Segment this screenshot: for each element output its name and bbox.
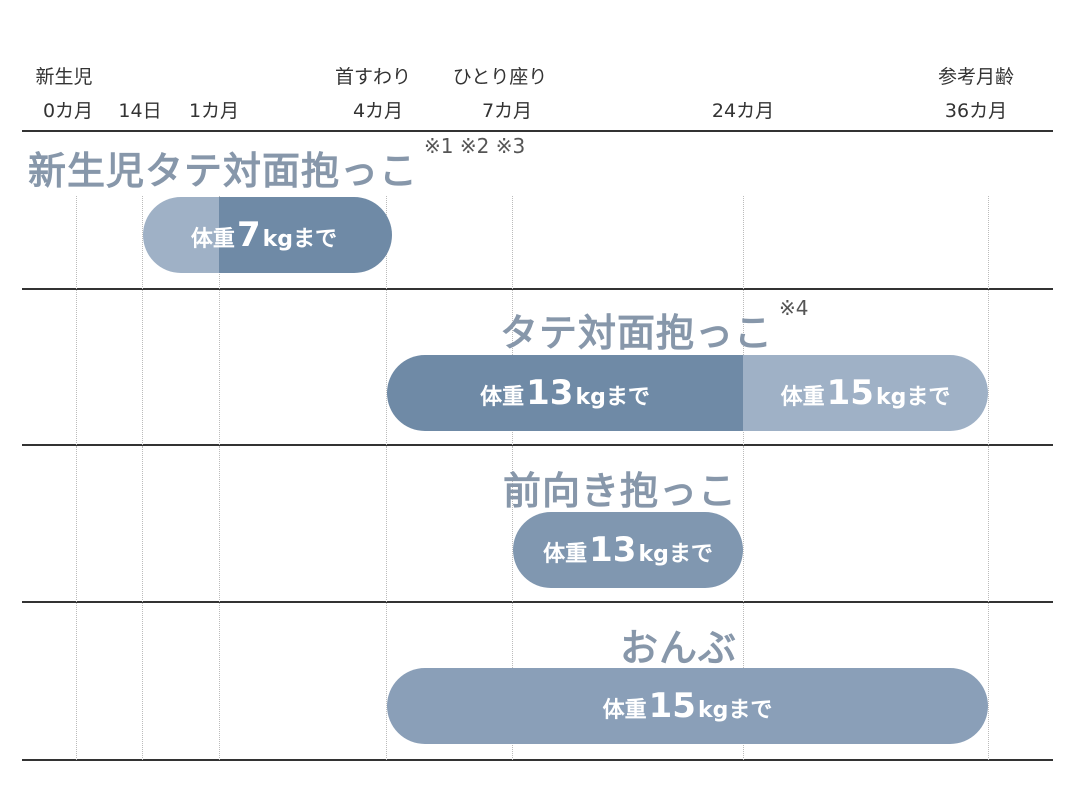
weight-value: 7 — [236, 215, 261, 255]
gridline — [219, 290, 220, 445]
weight-limit-label: 体重15kgまで — [603, 686, 773, 726]
gridline — [386, 446, 387, 602]
weight-suffix: kgまで — [697, 698, 773, 723]
weight-value: 13 — [589, 530, 637, 570]
milestone-label: 首すわり — [334, 66, 412, 88]
row-divider — [22, 759, 1053, 761]
row-divider — [22, 601, 1053, 603]
gridline — [386, 603, 387, 760]
bar-segment: 体重7kgまで — [143, 197, 337, 273]
gridline — [76, 196, 77, 289]
gridline — [142, 196, 143, 289]
weight-suffix: kgまで — [262, 227, 337, 252]
gridline — [988, 290, 989, 445]
gridline — [988, 446, 989, 602]
bar-segment: 体重15kgまで — [387, 668, 988, 744]
weight-suffix: kgまで — [638, 542, 713, 567]
bar-segment: 体重13kgまで — [387, 355, 743, 431]
tick-label: 4カ月 — [352, 100, 404, 122]
gridline — [386, 290, 387, 445]
gridline — [142, 446, 143, 602]
gridline — [142, 603, 143, 760]
tick-label: 1カ月 — [188, 100, 240, 122]
gridline — [743, 196, 744, 289]
gridline — [988, 196, 989, 289]
gridline — [142, 290, 143, 445]
milestone-label: 参考月齢 — [937, 66, 1015, 88]
gridline — [76, 446, 77, 602]
weight-prefix: 体重 — [602, 698, 647, 723]
bar-segment — [219, 197, 392, 273]
weight-limit-bar: 体重13kgまで — [513, 512, 743, 588]
weight-prefix: 体重 — [780, 385, 825, 410]
row-title: タテ対面抱っこ※4 — [500, 296, 809, 357]
row-title-text: 前向き抱っこ — [503, 469, 738, 513]
row-title: 新生児タテ対面抱っこ※1 ※2 ※3 — [28, 134, 525, 195]
footnote-refs: ※4 — [779, 296, 809, 320]
weight-limit-label: 体重7kgまで — [191, 215, 337, 255]
row-title-text: タテ対面抱っこ — [500, 311, 774, 355]
tick-label: 24カ月 — [711, 100, 775, 122]
weight-prefix: 体重 — [480, 385, 525, 410]
weight-suffix: kgまで — [875, 385, 951, 410]
gridline — [76, 603, 77, 760]
row-divider — [22, 288, 1053, 290]
weight-limit-bar: 体重7kgまで — [143, 197, 392, 273]
gridline — [512, 196, 513, 289]
bar-segment: 体重13kgまで — [513, 512, 743, 588]
weight-limit-label: 体重13kgまで — [543, 530, 713, 570]
row-title: 前向き抱っこ — [503, 460, 737, 515]
row-title-text: おんぶ — [620, 626, 738, 670]
bar-segment: 体重15kgまで — [743, 355, 988, 431]
gridline — [219, 446, 220, 602]
gridline — [743, 446, 744, 602]
weight-limit-label: 体重13kgまで — [480, 373, 650, 413]
row-divider — [22, 444, 1053, 446]
gridline — [219, 603, 220, 760]
milestone-label: ひとり座り — [452, 66, 548, 88]
gridline — [512, 446, 513, 602]
weight-limit-label: 体重15kgまで — [781, 373, 951, 413]
row-title-text: 新生児タテ対面抱っこ — [28, 149, 419, 193]
gridline — [76, 290, 77, 445]
weight-prefix: 体重 — [543, 542, 588, 567]
weight-value: 15 — [648, 686, 696, 726]
tick-label: 36カ月 — [944, 100, 1008, 122]
weight-limit-bar: 体重15kgまで — [387, 668, 988, 744]
row-title: おんぶ — [620, 617, 737, 672]
tick-label: 14日 — [118, 100, 162, 122]
gridline — [988, 603, 989, 760]
weight-value: 15 — [826, 373, 874, 413]
row-divider — [22, 130, 1053, 132]
milestone-label: 新生児 — [35, 66, 93, 88]
weight-limit-bar: 体重13kgまで 体重15kgまで — [387, 355, 988, 431]
weight-value: 13 — [526, 373, 574, 413]
tick-label: 0カ月 — [42, 100, 94, 122]
weight-prefix: 体重 — [190, 227, 235, 252]
tick-label: 7カ月 — [481, 100, 533, 122]
footnote-refs: ※1 ※2 ※3 — [424, 134, 526, 158]
weight-suffix: kgまで — [575, 385, 650, 410]
